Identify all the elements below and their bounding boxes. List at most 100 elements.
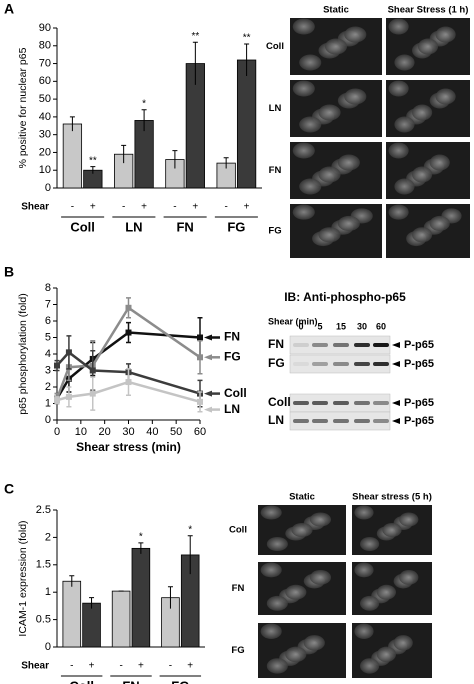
legend-arrow — [204, 354, 212, 361]
cell — [285, 584, 307, 600]
blot-row-label: FG — [268, 356, 285, 370]
x-tick-label: 40 — [146, 426, 158, 438]
x-tick-label: FG — [227, 219, 245, 234]
cell — [388, 80, 409, 97]
shear-sign: - — [70, 661, 73, 672]
marker — [125, 304, 132, 311]
blot-band — [333, 343, 349, 347]
blot-band — [293, 419, 309, 423]
significance: * — [142, 98, 146, 109]
blot-band-label: P-p65 — [404, 397, 434, 409]
cell — [260, 562, 282, 578]
legend-arrow — [204, 334, 212, 341]
cell — [376, 646, 396, 663]
x-tick-label: Coll — [69, 678, 94, 684]
image-column-label: Shear Stress (1 h) — [388, 5, 469, 16]
y-tick-label: 2.5 — [36, 504, 51, 516]
cell — [292, 18, 315, 35]
shear-sign: - — [122, 202, 125, 213]
error-bar — [69, 575, 75, 587]
y-tick-label: 2 — [45, 381, 51, 393]
y-tick-label: 3 — [45, 364, 51, 376]
cell — [344, 88, 367, 105]
cell — [394, 178, 415, 195]
x-tick-label: 20 — [99, 426, 111, 438]
image-row-label: LN — [269, 103, 282, 114]
y-tick-label: 40 — [39, 111, 51, 123]
blot-band — [354, 343, 370, 347]
blot-band — [293, 362, 309, 366]
blot-row-label: FN — [268, 337, 284, 351]
marker — [65, 393, 72, 400]
shear-sign: - — [169, 661, 172, 672]
cell — [266, 658, 288, 674]
blot-band — [293, 343, 309, 347]
shear-sign: - — [224, 202, 227, 213]
blot-time: 30 — [357, 321, 367, 331]
significance: * — [139, 532, 143, 543]
blot-band-label: P-p65 — [404, 358, 434, 370]
legend-arrow — [204, 406, 212, 413]
significance: ** — [243, 33, 251, 44]
blot-band-label: P-p65 — [404, 415, 434, 427]
error-bar — [90, 166, 96, 174]
cell — [354, 623, 374, 639]
y-tick-label: 1 — [45, 586, 51, 598]
blot-band — [293, 401, 309, 405]
bar — [236, 59, 257, 189]
cell — [360, 658, 380, 674]
error-bar — [167, 586, 173, 609]
shear-sign: + — [244, 202, 250, 213]
y-axis-label: % positive for nuclear p65 — [17, 47, 29, 168]
blot-band — [373, 419, 389, 423]
blot-shear-label: Shear (min) — [268, 316, 318, 326]
cell — [292, 204, 315, 220]
shear-sign: - — [173, 202, 176, 213]
cell — [360, 595, 380, 611]
error-bar — [121, 144, 127, 164]
error-bar — [244, 43, 250, 76]
y-tick-label: 6 — [45, 315, 51, 327]
blot-row-label: LN — [268, 413, 284, 427]
x-tick-label: 30 — [122, 426, 134, 438]
legend-label: LN — [224, 402, 240, 416]
shear-sign: + — [141, 202, 147, 213]
image-column-label: Static — [289, 492, 315, 503]
shear-sign: - — [71, 202, 74, 213]
y-tick-label: 20 — [39, 146, 51, 158]
blot-band — [373, 343, 389, 347]
panel-letter: C — [4, 481, 14, 497]
image-row-label: FG — [268, 226, 281, 237]
image-row-label: Coll — [266, 41, 284, 52]
cell — [354, 562, 374, 578]
y-tick-label: 1.5 — [36, 559, 51, 571]
y-tick-label: 5 — [45, 331, 51, 343]
marker — [54, 397, 60, 404]
y-tick-label: 4 — [45, 348, 51, 360]
legend-label: Coll — [224, 386, 247, 400]
error-bar — [187, 535, 193, 575]
bar — [82, 602, 101, 648]
significance: ** — [89, 155, 97, 166]
y-tick-label: 0 — [45, 414, 51, 426]
shear-sign: + — [138, 661, 144, 672]
cell — [435, 88, 456, 105]
blot-band — [333, 401, 349, 405]
shear-sign: + — [192, 202, 198, 213]
blot-band — [312, 401, 328, 405]
panel-letter: A — [4, 1, 14, 17]
y-tick-label: 1 — [45, 397, 51, 409]
blot-arrow — [392, 342, 400, 348]
error-bar — [192, 41, 198, 85]
error-bar — [138, 542, 144, 554]
marker — [125, 379, 132, 386]
blot-band — [312, 419, 328, 423]
blot-time: 0 — [298, 321, 303, 331]
x-tick-label: FN — [122, 678, 139, 684]
y-tick-label: 80 — [39, 40, 51, 52]
x-tick-label: 10 — [75, 426, 87, 438]
shear-label: Shear — [21, 661, 49, 672]
cell — [388, 18, 409, 35]
cell — [285, 646, 307, 663]
